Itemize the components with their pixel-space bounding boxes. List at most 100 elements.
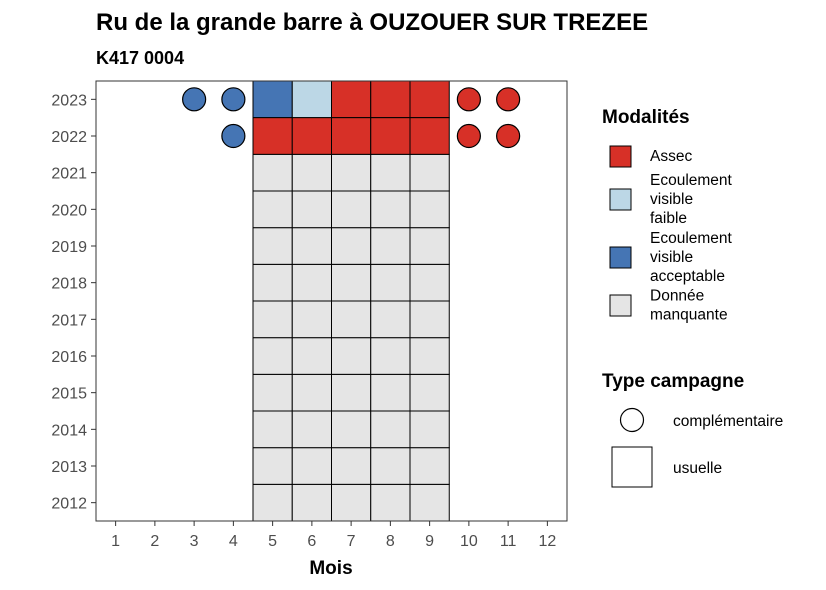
- point-2023-4: [221, 87, 246, 112]
- y-tick-label: 2019: [51, 239, 87, 256]
- missing-tile-2020-8: [370, 190, 411, 229]
- missing-tile-2020-7: [331, 190, 372, 229]
- missing-tile-2018-8: [370, 263, 411, 302]
- x-tick-label: 7: [347, 533, 356, 550]
- legend-title-modalites: Modalités: [602, 107, 690, 128]
- missing-tile-2017-9: [409, 300, 450, 339]
- legend-label-assec: Assec: [650, 148, 692, 165]
- legend-key-complementaire: [619, 407, 645, 433]
- x-tick-label: 8: [386, 533, 395, 550]
- tile-2022-9: [409, 117, 450, 155]
- missing-tile-2021-8: [370, 153, 411, 192]
- legend-label-complementaire: complémentaire: [673, 413, 783, 430]
- chart-subtitle: K417 0004: [96, 48, 184, 68]
- point-2023-11: [496, 87, 521, 112]
- legend-label-acceptable: Ecoulement: [650, 230, 733, 247]
- missing-tile-2018-5: [252, 263, 293, 302]
- y-tick-label: 2022: [51, 129, 87, 146]
- data-marks: [182, 80, 521, 522]
- legend-label-acceptable: acceptable: [650, 268, 725, 285]
- legend-label-faible: faible: [650, 210, 687, 227]
- legend-label-manquante: Donnée: [650, 288, 704, 305]
- y-tick-label: 2020: [51, 202, 87, 219]
- missing-tile-2016-7: [331, 337, 372, 375]
- tile-2022-8: [370, 117, 411, 155]
- chart-axes: 1 2 3 4 5 6 7 8 9 10 11 122012201320142015201620172…: [51, 92, 556, 550]
- missing-tile-2012-6: [291, 483, 332, 522]
- legend-label-manquante: manquante: [650, 307, 728, 324]
- x-tick-label: 4: [229, 533, 238, 550]
- point-2022-11: [496, 123, 521, 149]
- missing-tile-2017-6: [291, 300, 332, 339]
- missing-tile-2019-7: [331, 227, 372, 265]
- missing-tile-2021-7: [331, 153, 372, 192]
- tile-2022-6: [291, 117, 332, 155]
- missing-tile-2021-9: [409, 153, 450, 192]
- missing-tile-2018-6: [291, 263, 332, 302]
- missing-tile-2012-7: [331, 483, 372, 522]
- missing-tile-2019-8: [370, 227, 411, 265]
- legend-title-campagne: Type campagne: [602, 371, 744, 392]
- tile-2022-5: [252, 117, 293, 155]
- missing-tile-2020-6: [291, 190, 332, 229]
- legend-label-faible: visible: [650, 191, 693, 208]
- x-tick-label: 10: [460, 533, 478, 550]
- missing-tile-2016-8: [370, 337, 411, 375]
- legend-label-faible: Ecoulement: [650, 172, 733, 189]
- chart-title: Ru de la grande barre à OUZOUER SUR TREZ…: [96, 9, 648, 36]
- missing-tile-2012-9: [409, 483, 450, 522]
- missing-tile-2021-5: [252, 153, 293, 192]
- missing-tile-2018-7: [331, 263, 372, 302]
- y-tick-label: 2023: [51, 92, 87, 109]
- missing-tile-2015-6: [291, 373, 332, 412]
- missing-tile-2016-5: [252, 337, 293, 375]
- missing-tile-2013-9: [409, 447, 450, 485]
- x-tick-label: 1: [111, 533, 120, 550]
- missing-tile-2013-7: [331, 447, 372, 485]
- missing-tile-2020-5: [252, 190, 293, 229]
- missing-tile-2019-9: [409, 227, 450, 265]
- missing-tile-2014-7: [331, 410, 372, 449]
- missing-tile-2012-8: [370, 483, 411, 522]
- y-tick-label: 2014: [51, 422, 87, 439]
- missing-tile-2016-6: [291, 337, 332, 375]
- missing-tile-2013-5: [252, 447, 293, 485]
- missing-tile-2019-5: [252, 227, 293, 265]
- x-tick-label: 12: [538, 533, 556, 550]
- x-tick-label: 5: [268, 533, 277, 550]
- missing-tile-2013-6: [291, 447, 332, 485]
- tile-2023-9: [409, 80, 450, 119]
- x-tick-label: 3: [190, 533, 199, 550]
- tile-2023-6: [291, 80, 332, 119]
- y-tick-label: 2017: [51, 312, 87, 329]
- point-2023-10: [456, 87, 481, 112]
- missing-tile-2017-5: [252, 300, 293, 339]
- tile-2023-8: [370, 80, 411, 119]
- legend-key-assec: [609, 145, 632, 168]
- x-axis-title: Mois: [309, 558, 352, 579]
- missing-tile-2019-6: [291, 227, 332, 265]
- y-tick-label: 2021: [51, 166, 87, 183]
- missing-tile-2014-9: [409, 410, 450, 449]
- tile-2023-7: [331, 80, 372, 119]
- missing-tile-2015-8: [370, 373, 411, 412]
- panel-border: [95, 80, 568, 522]
- legend: Modalités Assec Ecoulement visible faible Eco…: [602, 107, 783, 488]
- missing-tile-2012-5: [252, 483, 293, 522]
- legend-key-usuelle: [611, 446, 653, 488]
- missing-tile-2015-7: [331, 373, 372, 412]
- point-2023-3: [182, 87, 207, 112]
- legend-key-manquante: [609, 294, 632, 317]
- missing-tile-2021-6: [291, 153, 332, 192]
- missing-tile-2017-7: [331, 300, 372, 339]
- missing-tile-2015-9: [409, 373, 450, 412]
- missing-tile-2020-9: [409, 190, 450, 229]
- missing-tile-2014-5: [252, 410, 293, 449]
- missing-tile-2018-9: [409, 263, 450, 302]
- missing-tile-2017-8: [370, 300, 411, 339]
- missing-tile-2013-8: [370, 447, 411, 485]
- legend-label-usuelle: usuelle: [673, 460, 722, 477]
- missing-tile-2015-5: [252, 373, 293, 412]
- y-tick-label: 2013: [51, 459, 87, 476]
